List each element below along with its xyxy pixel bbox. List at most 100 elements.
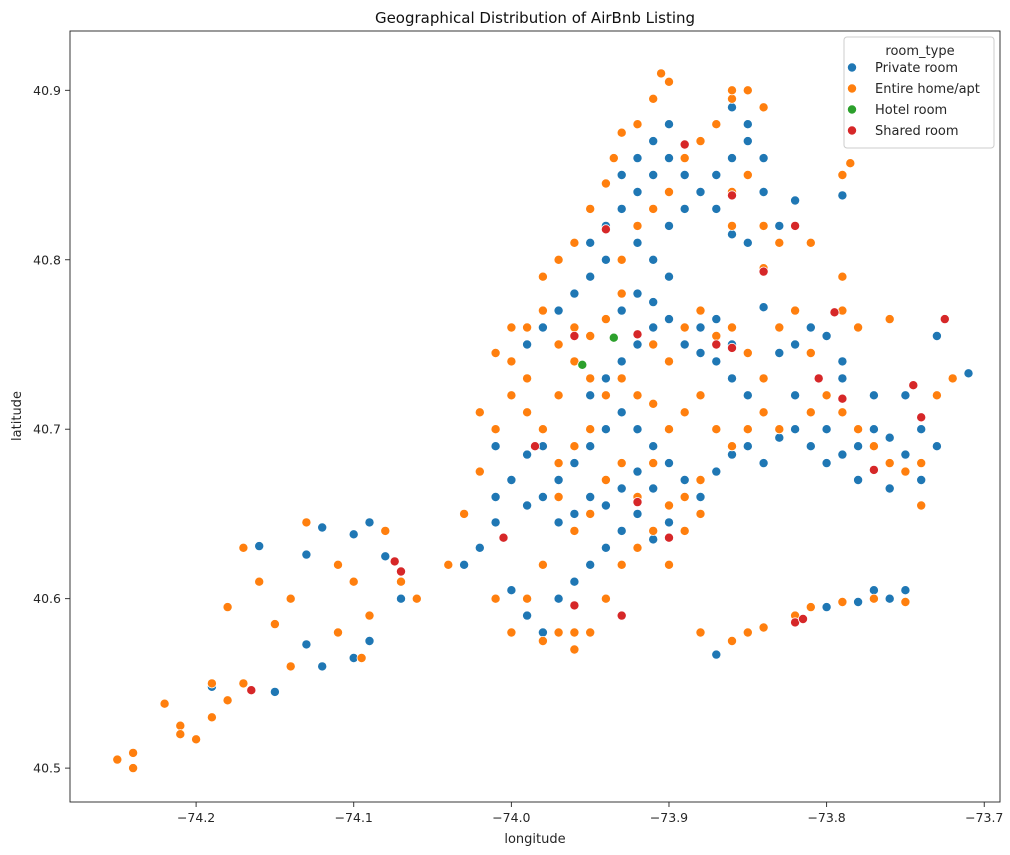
data-point-entire-home-apt bbox=[474, 466, 485, 477]
data-point-private-room bbox=[821, 458, 832, 469]
data-point-private-room bbox=[301, 639, 312, 650]
data-point-shared-room bbox=[632, 497, 643, 508]
data-point-entire-home-apt bbox=[285, 661, 296, 672]
data-point-private-room bbox=[900, 585, 911, 596]
data-point-shared-room bbox=[711, 339, 722, 350]
data-point-private-room bbox=[380, 551, 391, 562]
data-point-private-room bbox=[254, 541, 265, 552]
data-point-private-room bbox=[742, 441, 753, 452]
chart-title: Geographical Distribution of AirBnb List… bbox=[375, 9, 695, 27]
data-point-private-room bbox=[664, 517, 675, 528]
data-point-private-room bbox=[569, 576, 580, 587]
data-point-entire-home-apt bbox=[490, 593, 501, 604]
data-point-private-room bbox=[868, 390, 879, 401]
data-point-entire-home-apt bbox=[837, 407, 848, 418]
data-point-private-room bbox=[805, 322, 816, 333]
data-point-private-room bbox=[853, 441, 864, 452]
data-point-private-room bbox=[648, 322, 659, 333]
data-point-entire-home-apt bbox=[459, 508, 470, 519]
x-axis-label: longitude bbox=[504, 832, 565, 847]
data-point-entire-home-apt bbox=[222, 695, 233, 706]
data-point-private-room bbox=[632, 339, 643, 350]
data-point-private-room bbox=[679, 339, 690, 350]
data-point-private-room bbox=[522, 449, 533, 460]
data-point-shared-room bbox=[632, 329, 643, 340]
data-point-entire-home-apt bbox=[506, 390, 517, 401]
data-point-shared-room bbox=[616, 610, 627, 621]
data-point-private-room bbox=[317, 661, 328, 672]
legend-marker bbox=[847, 125, 858, 136]
data-point-private-room bbox=[790, 424, 801, 435]
data-point-entire-home-apt bbox=[380, 525, 391, 536]
data-point-entire-home-apt bbox=[128, 747, 139, 758]
data-point-entire-home-apt bbox=[727, 441, 738, 452]
data-point-entire-home-apt bbox=[727, 85, 738, 96]
data-point-private-room bbox=[853, 474, 864, 485]
data-point-entire-home-apt bbox=[868, 593, 879, 604]
data-point-private-room bbox=[490, 517, 501, 528]
data-point-entire-home-apt bbox=[238, 678, 249, 689]
data-point-private-room bbox=[553, 305, 564, 316]
data-point-private-room bbox=[837, 190, 848, 201]
data-point-shared-room bbox=[530, 441, 541, 452]
data-point-entire-home-apt bbox=[254, 576, 265, 587]
data-point-entire-home-apt bbox=[537, 636, 548, 647]
data-point-entire-home-apt bbox=[711, 424, 722, 435]
data-point-entire-home-apt bbox=[727, 322, 738, 333]
data-point-entire-home-apt bbox=[569, 627, 580, 638]
data-point-private-room bbox=[522, 610, 533, 621]
data-point-private-room bbox=[616, 305, 627, 316]
data-point-entire-home-apt bbox=[648, 525, 659, 536]
data-point-entire-home-apt bbox=[159, 698, 170, 709]
data-point-private-room bbox=[600, 254, 611, 265]
data-point-entire-home-apt bbox=[506, 356, 517, 367]
data-point-shared-room bbox=[813, 373, 824, 384]
data-point-private-room bbox=[837, 373, 848, 384]
data-point-private-room bbox=[868, 424, 879, 435]
data-point-entire-home-apt bbox=[931, 390, 942, 401]
data-point-entire-home-apt bbox=[679, 525, 690, 536]
data-point-private-room bbox=[711, 314, 722, 325]
data-point-entire-home-apt bbox=[537, 305, 548, 316]
data-point-entire-home-apt bbox=[285, 593, 296, 604]
legend-box bbox=[843, 36, 995, 149]
data-point-entire-home-apt bbox=[569, 525, 580, 536]
data-point-entire-home-apt bbox=[600, 474, 611, 485]
data-point-entire-home-apt bbox=[727, 220, 738, 231]
data-point-private-room bbox=[679, 169, 690, 180]
data-point-private-room bbox=[900, 390, 911, 401]
data-point-private-room bbox=[711, 203, 722, 214]
data-point-entire-home-apt bbox=[348, 576, 359, 587]
data-point-private-room bbox=[553, 474, 564, 485]
data-point-private-room bbox=[632, 424, 643, 435]
data-point-entire-home-apt bbox=[269, 619, 280, 630]
data-point-private-room bbox=[648, 169, 659, 180]
data-point-shared-room bbox=[664, 532, 675, 543]
data-point-entire-home-apt bbox=[364, 610, 375, 621]
y-axis-label: latitude bbox=[10, 391, 25, 441]
data-point-shared-room bbox=[868, 464, 879, 475]
legend-label: Entire home/apt bbox=[875, 82, 980, 97]
data-point-entire-home-apt bbox=[664, 500, 675, 511]
data-point-private-room bbox=[916, 474, 927, 485]
data-point-entire-home-apt bbox=[632, 390, 643, 401]
data-point-entire-home-apt bbox=[632, 119, 643, 130]
data-point-private-room bbox=[537, 627, 548, 638]
data-point-private-room bbox=[632, 288, 643, 299]
data-point-private-room bbox=[632, 466, 643, 477]
data-point-private-room bbox=[364, 636, 375, 647]
data-point-shared-room bbox=[790, 220, 801, 231]
data-point-private-room bbox=[585, 441, 596, 452]
data-point-private-room bbox=[758, 302, 769, 313]
data-point-private-room bbox=[490, 491, 501, 502]
data-point-entire-home-apt bbox=[301, 517, 312, 528]
data-point-entire-home-apt bbox=[395, 576, 406, 587]
plot-frame bbox=[69, 30, 1001, 803]
data-point-private-room bbox=[727, 153, 738, 164]
data-point-entire-home-apt bbox=[112, 754, 123, 765]
data-point-entire-home-apt bbox=[443, 559, 454, 570]
data-point-private-room bbox=[711, 169, 722, 180]
data-point-entire-home-apt bbox=[616, 559, 627, 570]
data-point-private-room bbox=[648, 483, 659, 494]
